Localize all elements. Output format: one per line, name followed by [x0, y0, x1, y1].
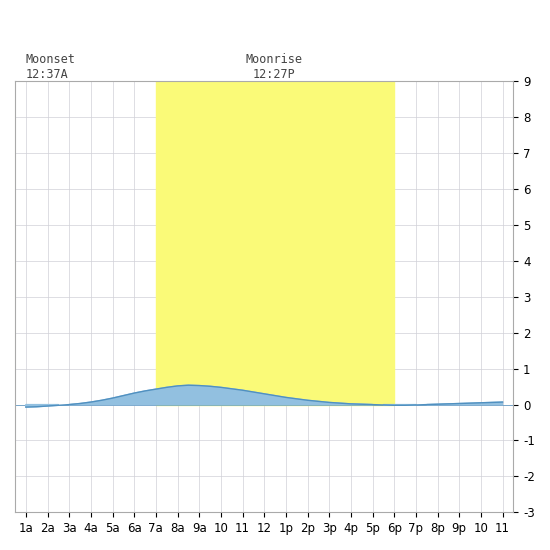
Text: Moonrise
12:27P: Moonrise 12:27P	[245, 53, 302, 81]
Bar	[156, 81, 394, 405]
Text: Moonset
12:37A: Moonset 12:37A	[26, 53, 76, 81]
